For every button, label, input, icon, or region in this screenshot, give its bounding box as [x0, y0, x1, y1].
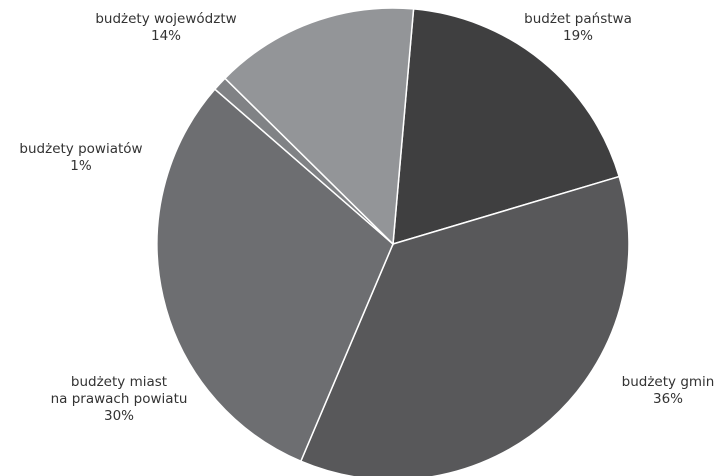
slice-percent: 36% [653, 391, 683, 407]
slice-percent: 19% [563, 28, 593, 44]
slice-name-line: budżety powiatów [19, 141, 142, 157]
slice-percent: 1% [70, 158, 92, 174]
slice-label-budzety-wojewodztw: budżety województw 14% [95, 11, 236, 44]
slice-label-budzety-gmin: budżety gmin 36% [622, 374, 715, 407]
pie-slice-budzety-gmin [299, 175, 630, 476]
slice-name-line: budżety miast [71, 374, 167, 390]
slice-label-budzety-miast-na-prawach-powiatu: budżety miast na prawach powiatu 30% [51, 374, 188, 424]
slice-percent: 14% [151, 28, 181, 44]
slice-label-budzety-powiatow: budżety powiatów 1% [19, 141, 142, 174]
slice-label-budzet-panstwa: budżet państwa 19% [524, 11, 632, 44]
slice-name-line: budżet państwa [524, 11, 632, 27]
pie-slice-budzet-panstwa [392, 8, 621, 246]
pie-slice-budzety-miast-na-prawach-powiatu [156, 88, 394, 463]
pie-slice-budzety-wojewodztw [223, 7, 415, 246]
slice-name-line: na prawach powiatu [51, 391, 188, 407]
slice-percent: 30% [104, 408, 134, 424]
pie-slices [156, 7, 630, 476]
slice-name-line: budżety województw [95, 11, 236, 27]
pie-labels: budżet państwa 19%budżety gmin 36%budżety … [19, 11, 714, 424]
slice-name-line: budżety gmin [622, 374, 715, 390]
